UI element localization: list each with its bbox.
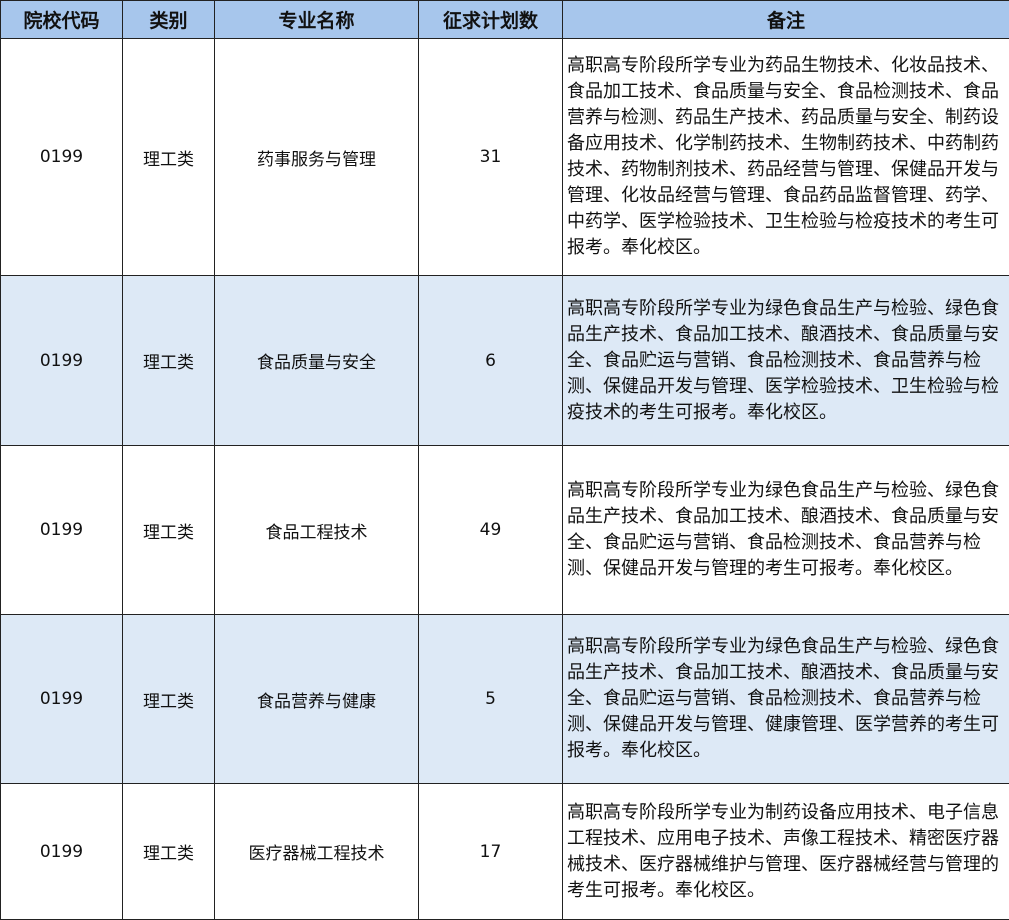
column-header: 征求计划数 (419, 1, 563, 39)
note: 高职高专阶段所学专业为绿色食品生产与检验、绿色食品生产技术、食品加工技术、酿酒技… (563, 276, 1009, 446)
major-name: 医疗器械工程技术 (215, 784, 419, 920)
note: 高职高专阶段所学专业为药品生物技术、化妆品技术、食品加工技术、食品质量与安全、食… (563, 39, 1009, 276)
school-code: 0199 (1, 784, 123, 920)
plan-count: 6 (419, 276, 563, 446)
plan-count: 5 (419, 615, 563, 784)
school-code: 0199 (1, 615, 123, 784)
major-name: 食品营养与健康 (215, 615, 419, 784)
category: 理工类 (123, 446, 215, 615)
column-header: 类别 (123, 1, 215, 39)
major-name: 食品工程技术 (215, 446, 419, 615)
school-code: 0199 (1, 446, 123, 615)
column-header: 备注 (563, 1, 1009, 39)
major-name: 药事服务与管理 (215, 39, 419, 276)
note: 高职高专阶段所学专业为制药设备应用技术、电子信息工程技术、应用电子技术、声像工程… (563, 784, 1009, 920)
category: 理工类 (123, 615, 215, 784)
note: 高职高专阶段所学专业为绿色食品生产与检验、绿色食品生产技术、食品加工技术、酿酒技… (563, 615, 1009, 784)
school-code: 0199 (1, 276, 123, 446)
category: 理工类 (123, 784, 215, 920)
plan-count: 49 (419, 446, 563, 615)
plan-count: 31 (419, 39, 563, 276)
note: 高职高专阶段所学专业为绿色食品生产与检验、绿色食品生产技术、食品加工技术、酿酒技… (563, 446, 1009, 615)
category: 理工类 (123, 39, 215, 276)
column-header: 院校代码 (1, 1, 123, 39)
header-row: 院校代码类别专业名称征求计划数备注 (1, 1, 1009, 39)
column-header: 专业名称 (215, 1, 419, 39)
category: 理工类 (123, 276, 215, 446)
school-code: 0199 (1, 39, 123, 276)
major-name: 食品质量与安全 (215, 276, 419, 446)
plan-count: 17 (419, 784, 563, 920)
